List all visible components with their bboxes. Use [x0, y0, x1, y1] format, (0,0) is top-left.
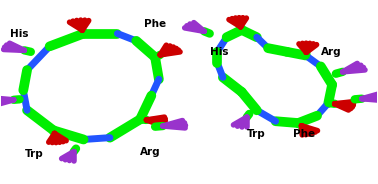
Text: Phe: Phe [293, 129, 315, 139]
Text: Trp: Trp [247, 129, 266, 139]
Text: Trp: Trp [25, 149, 44, 159]
Text: Phe: Phe [144, 20, 166, 29]
Text: Arg: Arg [321, 47, 341, 57]
Text: His: His [10, 29, 29, 39]
Text: His: His [210, 47, 228, 57]
Text: Arg: Arg [140, 147, 161, 157]
